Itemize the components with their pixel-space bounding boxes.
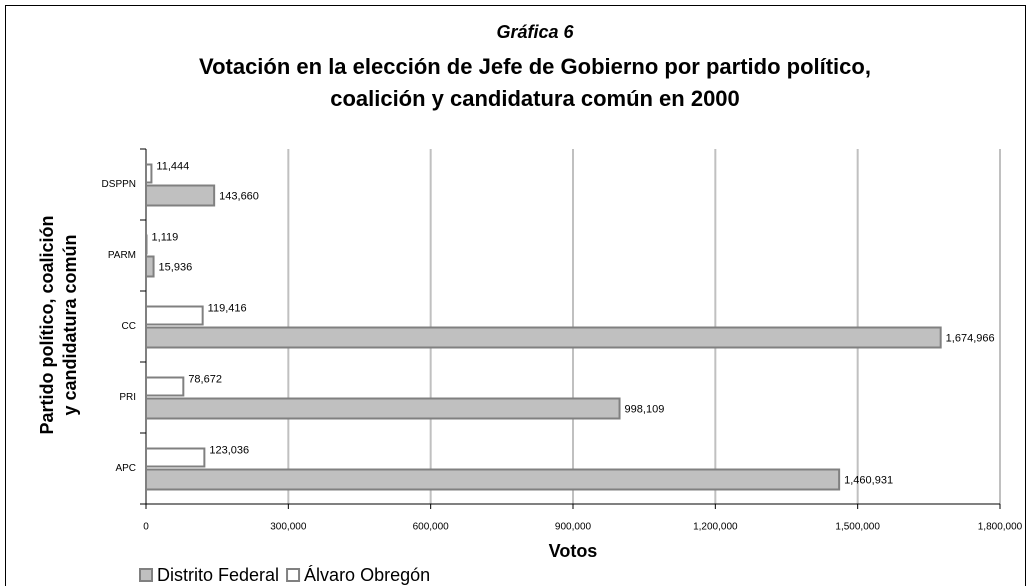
x-tick-label: 900,000 [555,522,592,533]
value-label: 123,036 [209,444,249,456]
y-tick-label: DSPPN [102,179,136,190]
legend-label: Álvaro Obregón [304,565,430,585]
chart-subtitle: Gráfica 6 [496,22,574,42]
y-tick-label: CC [122,321,136,332]
bar [145,305,204,326]
legend-label: Distrito Federal [157,565,279,585]
bar [145,468,841,491]
value-label: 1,460,931 [844,474,893,486]
x-tick-label: 600,000 [413,522,450,533]
chart-title: coalición y candidatura común en 2000 [330,86,740,111]
chart-title: Votación en la elección de Jefe de Gobie… [199,54,871,79]
x-axis-title: Votos [549,541,598,561]
y-tick-label: PARM [108,250,136,261]
bar [145,376,185,397]
value-label: 11,444 [156,160,189,172]
y-tick-label: PRI [119,392,136,403]
bar [145,163,153,184]
legend-swatch [286,568,301,582]
value-label: 998,109 [625,403,665,415]
bar [145,255,155,278]
bar [145,326,942,349]
legend-swatch [139,568,153,582]
y-axis-title: y candidatura común [60,234,80,415]
value-label: 143,660 [219,190,259,202]
bar [145,234,148,255]
y-tick-label: APC [115,463,136,474]
value-label: 15,936 [159,261,193,273]
bar [145,184,216,207]
x-tick-label: 1,500,000 [835,522,880,533]
value-label: 78,672 [188,373,222,385]
x-tick-label: 0 [143,522,149,533]
x-tick-label: 1,200,000 [693,522,738,533]
value-label: 119,416 [208,302,247,314]
bar [145,447,206,468]
x-tick-label: 300,000 [270,522,307,533]
bar [145,397,621,420]
value-label: 1,119 [152,231,179,243]
x-tick-label: 1,800,000 [978,522,1023,533]
value-label: 1,674,966 [946,332,995,344]
y-axis-title: Partido político, coalición [37,215,57,434]
